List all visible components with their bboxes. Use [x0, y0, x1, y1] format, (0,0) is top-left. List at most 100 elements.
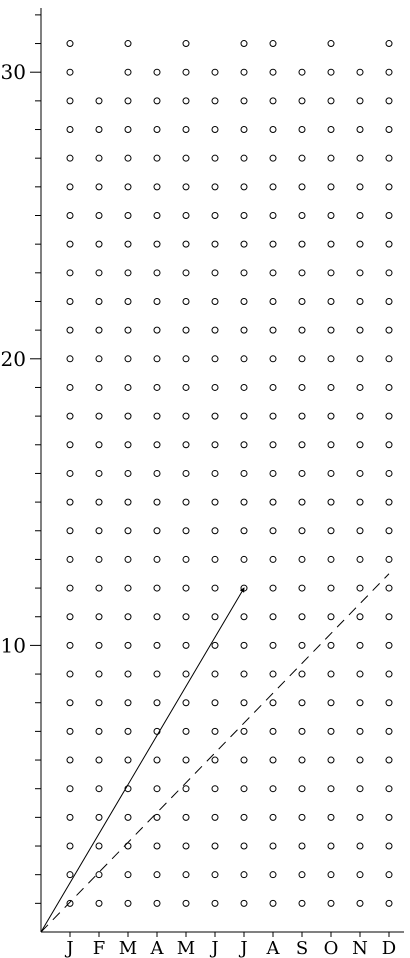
x-tick-label: S [296, 938, 308, 958]
scatter-point [240, 785, 248, 793]
scatter-point [327, 212, 335, 219]
scatter-point [385, 842, 393, 850]
scatter-point [153, 154, 161, 162]
scatter-point [385, 126, 393, 134]
scatter-point [95, 498, 103, 506]
scatter-point [66, 383, 74, 391]
scatter-point [269, 240, 277, 248]
scatter-point [385, 183, 393, 191]
scatter-point [356, 842, 364, 850]
scatter-point [124, 498, 132, 506]
scatter-point [124, 40, 132, 48]
scatter-point [124, 355, 132, 363]
scatter-point [269, 842, 277, 850]
scatter-point [240, 498, 248, 506]
scatter-point [211, 183, 219, 191]
scatter-point [66, 527, 74, 535]
scatter-point [385, 383, 393, 391]
scatter-point [298, 240, 306, 248]
scatter-point [269, 785, 277, 793]
scatter-point [327, 154, 335, 162]
scatter-point [95, 871, 103, 879]
scatter-point [95, 126, 103, 134]
scatter-point [356, 240, 364, 248]
scatter-point [211, 269, 219, 277]
scatter-point [240, 527, 248, 535]
scatter-point [211, 584, 219, 592]
scatter-point [385, 240, 393, 248]
scatter-point [182, 154, 190, 162]
scatter-point [95, 842, 103, 850]
scatter-point [66, 727, 74, 735]
scatter-point [298, 126, 306, 134]
scatter-point [240, 355, 248, 363]
scatter-point [153, 183, 161, 191]
scatter-point [327, 899, 335, 907]
scatter-point [95, 412, 103, 420]
scatter-point [356, 641, 364, 649]
scatter-point [95, 212, 103, 219]
scatter-point [211, 154, 219, 162]
scatter-point [298, 584, 306, 592]
scatter-point [66, 670, 74, 678]
scatter-point [95, 97, 103, 105]
scatter-point [327, 756, 335, 764]
scatter-point [182, 641, 190, 649]
scatter-point [356, 126, 364, 134]
scatter-point [211, 383, 219, 391]
scatter-point [385, 899, 393, 907]
scatter-point [66, 97, 74, 105]
scatter-point [385, 68, 393, 76]
scatter-point [269, 871, 277, 879]
scatter-point [356, 183, 364, 191]
scatter-point [356, 469, 364, 477]
axes [40, 8, 404, 933]
scatter-point [385, 555, 393, 563]
scatter-point [182, 469, 190, 477]
scatter-point [153, 613, 161, 621]
scatter-point [153, 899, 161, 907]
x-tick-label: A [150, 938, 165, 958]
scatter-point [240, 412, 248, 420]
scatter-point [124, 68, 132, 76]
scatter-point [153, 269, 161, 277]
scatter-point [95, 326, 103, 334]
scatter-point [240, 40, 248, 48]
scatter-point [356, 441, 364, 449]
scatter-point [327, 326, 335, 334]
scatter-point [240, 326, 248, 334]
scatter-point [182, 297, 190, 305]
scatter-point [269, 641, 277, 649]
scatter-point [211, 699, 219, 707]
scatter-point [298, 269, 306, 277]
scatter-point [240, 297, 248, 305]
scatter-point [124, 383, 132, 391]
scatter-point [269, 498, 277, 506]
scatter-point [385, 670, 393, 678]
scatter-point [182, 212, 190, 219]
scatter-point [66, 469, 74, 477]
scatter-point [240, 699, 248, 707]
scatter-point [95, 699, 103, 707]
scatter-point [269, 555, 277, 563]
scatter-point [327, 441, 335, 449]
scatter-point [66, 240, 74, 248]
scatter-point [182, 613, 190, 621]
scatter-point [240, 899, 248, 907]
scatter-point [182, 670, 190, 678]
scatter-point [298, 555, 306, 563]
scatter-point [327, 469, 335, 477]
scatter-point [182, 183, 190, 191]
scatter-point [298, 498, 306, 506]
scatter-point [327, 297, 335, 305]
scatter-point [95, 154, 103, 162]
scatter-point [385, 297, 393, 305]
scatter-point [66, 412, 74, 420]
scatter-point [327, 527, 335, 535]
scatter-point [211, 326, 219, 334]
scatter-point [385, 785, 393, 793]
scatter-point [153, 641, 161, 649]
scatter-point [269, 68, 277, 76]
scatter-point [182, 40, 190, 48]
